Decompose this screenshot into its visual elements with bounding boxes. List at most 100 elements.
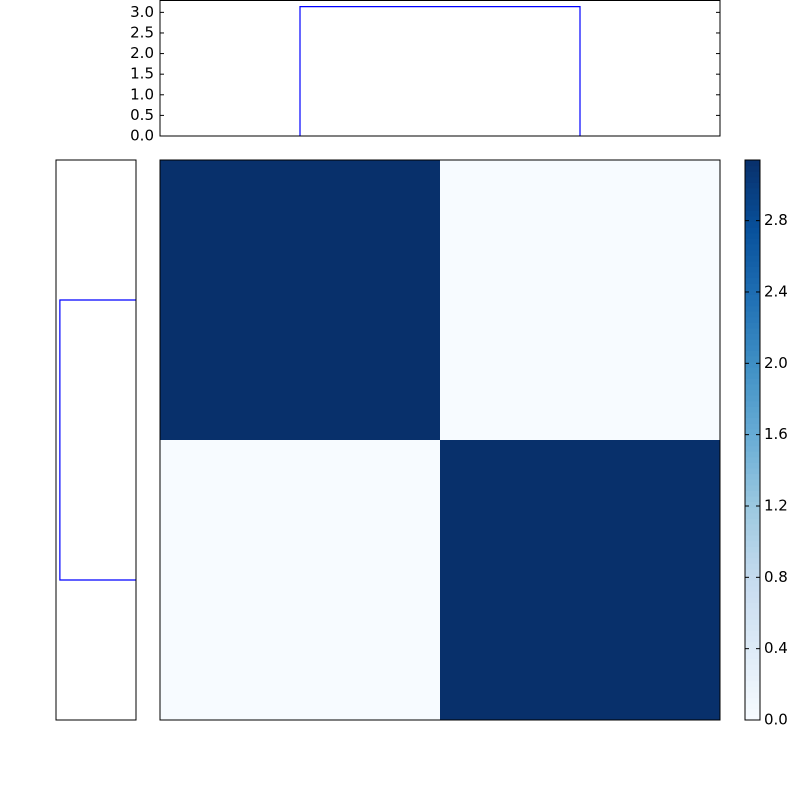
- colorbar-segment: [745, 501, 760, 508]
- colorbar-segment: [745, 417, 760, 424]
- colorbar-segment: [745, 428, 760, 435]
- colorbar-segment: [745, 283, 760, 290]
- colorbar-segment: [745, 557, 760, 564]
- colorbar-segment: [745, 434, 760, 441]
- colorbar-segment: [745, 361, 760, 368]
- colorbar-segment: [745, 445, 760, 452]
- left-dendrogram-frame: [55, 159, 137, 721]
- colorbar-segment: [745, 613, 760, 620]
- colorbar-segment: [745, 552, 760, 559]
- colorbar-frame: [744, 159, 761, 721]
- colorbar-segment: [745, 641, 760, 648]
- colorbar-segment: [745, 260, 760, 267]
- colorbar-segment: [745, 518, 760, 525]
- colorbar-segment: [745, 372, 760, 379]
- colorbar-segment: [745, 462, 760, 469]
- colorbar-segment: [745, 669, 760, 676]
- colorbar-tick-label: 2.8: [764, 211, 788, 229]
- colorbar-segment: [745, 356, 760, 363]
- colorbar-segment: [745, 540, 760, 547]
- colorbar-segment: [745, 440, 760, 447]
- heatmap-cell: [160, 440, 440, 720]
- colorbar-segment: [745, 596, 760, 603]
- colorbar-segment: [745, 277, 760, 284]
- colorbar-segment: [745, 658, 760, 665]
- colorbar-tick-label: 2.0: [764, 354, 788, 372]
- top-ytick-label: 0.0: [130, 127, 154, 145]
- heatmap-frame: [159, 159, 721, 721]
- colorbar-segment: [745, 199, 760, 206]
- colorbar-segment: [745, 529, 760, 536]
- colorbar-segment: [745, 412, 760, 419]
- colorbar-segment: [745, 692, 760, 699]
- top-dendrogram-link: [299, 5, 581, 136]
- colorbar-segment: [745, 350, 760, 357]
- colorbar-segment: [745, 188, 760, 195]
- colorbar-segment: [745, 585, 760, 592]
- colorbar-segment: [745, 344, 760, 351]
- colorbar-segment: [745, 210, 760, 217]
- colorbar-segment: [745, 400, 760, 407]
- top-ytick-label: 0.5: [130, 106, 154, 124]
- top-ytick-label: 1.5: [130, 65, 154, 83]
- colorbar-segment: [745, 568, 760, 575]
- colorbar-segment: [745, 630, 760, 637]
- colorbar-segment: [745, 232, 760, 239]
- colorbar-tick-label: 0.8: [764, 568, 788, 586]
- colorbar-segment: [745, 484, 760, 491]
- colorbar-segment: [745, 300, 760, 307]
- colorbar-segment: [745, 333, 760, 340]
- colorbar-segment: [745, 490, 760, 497]
- top-ytick-label: 3.0: [130, 3, 154, 21]
- colorbar-segment: [745, 624, 760, 631]
- colorbar-segment: [745, 266, 760, 273]
- colorbar-segment: [745, 249, 760, 256]
- colorbar-segment: [745, 288, 760, 295]
- colorbar-segment: [745, 395, 760, 402]
- colorbar-segment: [745, 512, 760, 519]
- colorbar-segment: [745, 468, 760, 475]
- colorbar-segment: [745, 524, 760, 531]
- colorbar-segment: [745, 602, 760, 609]
- colorbar-segment: [745, 227, 760, 234]
- colorbar-tick-label: 2.4: [764, 282, 788, 300]
- colorbar-segment: [745, 171, 760, 178]
- colorbar-segment: [745, 272, 760, 279]
- colorbar-segment: [745, 473, 760, 480]
- top-ytick-label: 2.0: [130, 44, 154, 62]
- colorbar-segment: [745, 608, 760, 615]
- colorbar-segment: [745, 378, 760, 385]
- colorbar-segment: [745, 703, 760, 710]
- colorbar-segment: [745, 636, 760, 643]
- colorbar-segment: [745, 563, 760, 570]
- colorbar-segment: [745, 507, 760, 514]
- colorbar-segment: [745, 580, 760, 587]
- colorbar-segment: [745, 423, 760, 430]
- colorbar-segment: [745, 328, 760, 335]
- colorbar-tick-label: 1.6: [764, 425, 788, 443]
- colorbar-segment: [745, 176, 760, 183]
- colorbar-segment: [745, 255, 760, 262]
- top-dendrogram-frame: [159, 0, 721, 137]
- colorbar-segment: [745, 182, 760, 189]
- colorbar-segment: [745, 384, 760, 391]
- colorbar-segment: [745, 697, 760, 704]
- colorbar-segment: [745, 591, 760, 598]
- colorbar-segment: [745, 294, 760, 301]
- colorbar-segment: [745, 496, 760, 503]
- colorbar-segment: [745, 619, 760, 626]
- colorbar-segment: [745, 664, 760, 671]
- colorbar-segment: [745, 574, 760, 581]
- colorbar-segment: [745, 546, 760, 553]
- colorbar-segment: [745, 708, 760, 715]
- heatmap-cell: [440, 440, 720, 720]
- colorbar-segment: [745, 165, 760, 172]
- colorbar-segment: [745, 535, 760, 542]
- colorbar-segment: [745, 647, 760, 654]
- colorbar-segment: [745, 305, 760, 312]
- colorbar-segment: [745, 160, 760, 167]
- heatmap-cell: [160, 160, 440, 440]
- colorbar-segment: [745, 451, 760, 458]
- colorbar-segment: [745, 680, 760, 687]
